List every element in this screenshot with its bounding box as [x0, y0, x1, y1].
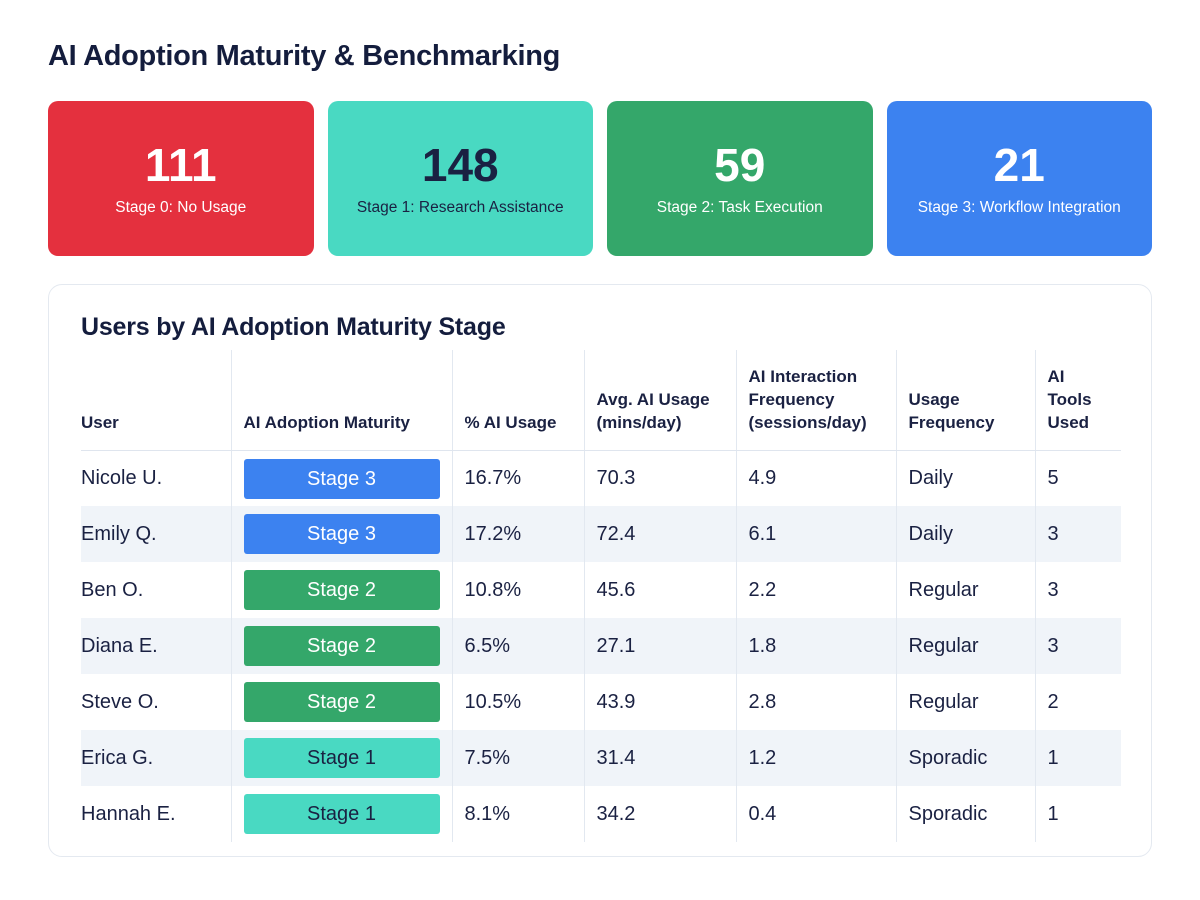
stage-badge: Stage 2: [243, 682, 440, 723]
col-header-usage-freq: Usage Frequency: [895, 350, 1035, 451]
cell-tools-used: 1: [1034, 730, 1121, 787]
cell-interaction-freq: 4.9: [735, 450, 896, 507]
stage-badge: Stage 3: [243, 458, 440, 499]
cell-interaction-freq: 2.2: [735, 562, 896, 619]
cell-usage-freq: Daily: [895, 506, 1035, 563]
users-table: User AI Adoption Maturity % AI Usage Avg…: [81, 350, 1121, 843]
cell-pct-usage: 10.8%: [451, 562, 584, 619]
cell-user: Nicole U.: [81, 467, 163, 490]
stat-card-stage1: 148 Stage 1: Research Assistance: [327, 101, 593, 256]
table-row: Emily Q. Stage 3 17.2% 72.4 6.1 Daily 3: [81, 506, 1121, 563]
cell-user: Hannah E.: [81, 802, 176, 825]
cell-maturity: Stage 2: [230, 674, 452, 731]
cell-interaction-freq: 1.8: [735, 618, 896, 675]
cell-user: Erica G.: [81, 746, 154, 769]
cell-usage-freq: Regular: [895, 562, 1035, 619]
cell-usage-freq: Regular: [895, 674, 1035, 731]
cell-tools-used: 1: [1034, 786, 1121, 843]
stage-badge: Stage 1: [243, 794, 440, 835]
table-row: Erica G. Stage 1 7.5% 31.4 1.2 Sporadic …: [81, 730, 1121, 787]
cell-pct-usage: 8.1%: [451, 786, 584, 843]
cell-pct-usage: 10.5%: [451, 674, 584, 731]
stat-label: Stage 2: Task Execution: [656, 199, 823, 217]
cell-avg-usage: 43.9: [583, 674, 736, 731]
cell-user: Steve O.: [81, 690, 159, 713]
col-header-user: User: [81, 350, 231, 451]
cell-avg-usage: 31.4: [583, 730, 736, 787]
stat-card-stage2: 59 Stage 2: Task Execution: [607, 101, 873, 256]
cell-tools-used: 3: [1034, 562, 1121, 619]
stat-label: Stage 1: Research Assistance: [356, 199, 564, 217]
cell-maturity: Stage 1: [230, 786, 452, 843]
stat-label: Stage 3: Workflow Integration: [917, 199, 1121, 217]
page-title: AI Adoption Maturity & Benchmarking: [48, 40, 561, 72]
cell-pct-usage: 16.7%: [451, 450, 584, 507]
stage-badge: Stage 1: [243, 738, 440, 779]
cell-pct-usage: 17.2%: [451, 506, 584, 563]
stat-value: 21: [993, 138, 1045, 191]
cell-maturity: Stage 1: [230, 730, 452, 787]
cell-avg-usage: 27.1: [583, 618, 736, 675]
cell-avg-usage: 45.6: [583, 562, 736, 619]
stage-badge: Stage 2: [243, 570, 440, 611]
cell-usage-freq: Sporadic: [895, 786, 1035, 843]
cell-avg-usage: 72.4: [583, 506, 736, 563]
table-row: Steve O. Stage 2 10.5% 43.9 2.8 Regular …: [81, 674, 1121, 731]
col-header-tools-used: AI Tools Used: [1034, 350, 1121, 451]
cell-interaction-freq: 2.8: [735, 674, 896, 731]
col-header-maturity: AI Adoption Maturity: [230, 350, 452, 451]
stat-card-stage3: 21 Stage 3: Workflow Integration: [886, 101, 1152, 256]
table-title: Users by AI Adoption Maturity Stage: [81, 313, 506, 341]
table-row: Hannah E. Stage 1 8.1% 34.2 0.4 Sporadic…: [81, 786, 1121, 843]
cell-tools-used: 2: [1034, 674, 1121, 731]
cell-pct-usage: 7.5%: [451, 730, 584, 787]
cell-maturity: Stage 2: [230, 618, 452, 675]
table-header-row: User AI Adoption Maturity % AI Usage Avg…: [81, 350, 1121, 451]
cell-tools-used: 5: [1034, 450, 1121, 507]
cell-usage-freq: Sporadic: [895, 730, 1035, 787]
cell-tools-used: 3: [1034, 506, 1121, 563]
cell-user: Diana E.: [81, 634, 158, 657]
stat-label: Stage 0: No Usage: [115, 199, 247, 217]
cell-maturity: Stage 2: [230, 562, 452, 619]
cell-user: Emily Q.: [81, 522, 157, 545]
users-table-panel: Users by AI Adoption Maturity Stage User…: [48, 284, 1152, 858]
cell-usage-freq: Regular: [895, 618, 1035, 675]
stage-badge: Stage 3: [243, 514, 440, 555]
cell-avg-usage: 70.3: [583, 450, 736, 507]
col-header-avg-usage: Avg. AI Usage (mins/day): [583, 350, 736, 451]
cell-interaction-freq: 6.1: [735, 506, 896, 563]
table-row: Diana E. Stage 2 6.5% 27.1 1.8 Regular 3: [81, 618, 1121, 675]
cell-pct-usage: 6.5%: [451, 618, 584, 675]
cell-tools-used: 3: [1034, 618, 1121, 675]
cell-usage-freq: Daily: [895, 450, 1035, 507]
cell-interaction-freq: 0.4: [735, 786, 896, 843]
stat-card-stage0: 111 Stage 0: No Usage: [48, 101, 314, 256]
cell-maturity: Stage 3: [230, 506, 452, 563]
stat-cards-row: 111 Stage 0: No Usage 148 Stage 1: Resea…: [48, 101, 1152, 256]
cell-maturity: Stage 3: [230, 450, 452, 507]
cell-interaction-freq: 1.2: [735, 730, 896, 787]
stat-value: 59: [714, 138, 766, 191]
cell-avg-usage: 34.2: [583, 786, 736, 843]
col-header-interaction-freq: AI Interaction Frequency (sessions/day): [735, 350, 896, 451]
table-row: Nicole U. Stage 3 16.7% 70.3 4.9 Daily 5: [81, 450, 1121, 507]
stage-badge: Stage 2: [243, 626, 440, 667]
cell-user: Ben O.: [81, 578, 144, 601]
table-row: Ben O. Stage 2 10.8% 45.6 2.2 Regular 3: [81, 562, 1121, 619]
col-header-pct-usage: % AI Usage: [451, 350, 584, 451]
stat-value: 111: [144, 138, 217, 191]
stat-value: 148: [421, 138, 499, 191]
